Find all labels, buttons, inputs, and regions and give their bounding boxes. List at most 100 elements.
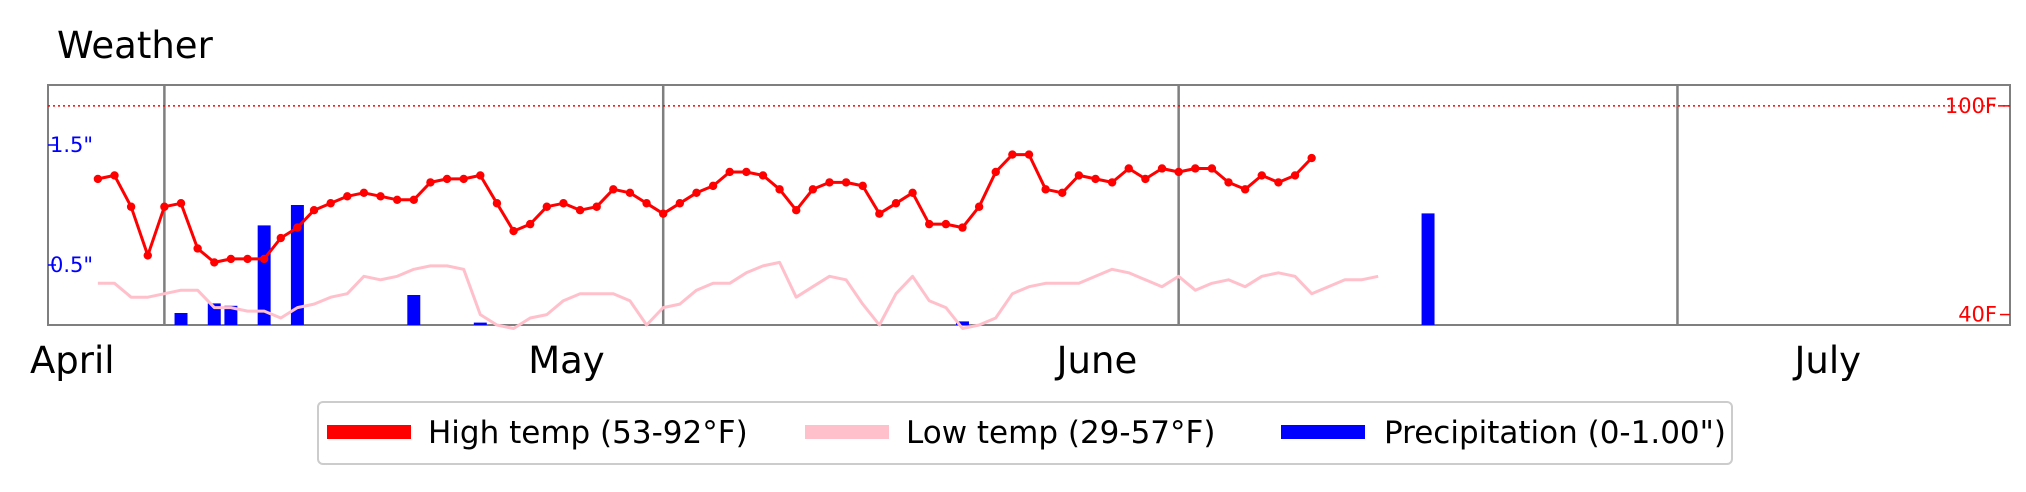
legend-label-low: Low temp (29-57°F) — [906, 415, 1215, 451]
high-temp-point-67 — [1207, 164, 1217, 173]
high-temp-point-58 — [1058, 188, 1067, 198]
high-temp-point-43 — [808, 185, 818, 194]
high-temp-point-28 — [559, 199, 568, 208]
high-temp-point-16 — [359, 188, 369, 198]
high-temp-point-40 — [758, 171, 768, 180]
month-label-july: July — [1792, 339, 1861, 382]
high-temp-point-49 — [908, 188, 917, 198]
precip-bar-5 — [407, 295, 421, 325]
high-temp-point-53 — [974, 202, 984, 211]
high-temp-point-57 — [1041, 185, 1050, 194]
high-temp-point-31 — [609, 185, 618, 194]
high-temp-point-20 — [426, 178, 435, 187]
high-temp-point-70 — [1257, 171, 1266, 180]
high-temp-point-63 — [1141, 174, 1150, 184]
precip-tick-label-1: 0.5" — [50, 253, 93, 277]
high-temp-point-21 — [442, 174, 452, 184]
high-temp-point-26 — [525, 219, 535, 229]
high-temp-point-10 — [259, 254, 269, 264]
high-temp-point-7 — [210, 258, 219, 267]
high-temp-point-34 — [659, 209, 668, 218]
high-temp-point-35 — [675, 199, 685, 208]
high-temp-point-0 — [93, 174, 103, 184]
high-temp-point-50 — [925, 219, 934, 229]
month-label-april: April — [30, 339, 115, 382]
temp-tick-label-0: 100F — [1945, 94, 1997, 118]
high-temp-point-6 — [193, 244, 202, 253]
high-temp-point-52 — [958, 223, 967, 232]
high-temp-point-14 — [326, 199, 335, 208]
high-temp-point-44 — [825, 178, 834, 187]
high-temp-point-59 — [1074, 171, 1084, 180]
precip-bar-2 — [224, 305, 238, 325]
high-temp-point-27 — [542, 202, 552, 211]
high-temp-point-48 — [891, 199, 901, 208]
high-temp-point-12 — [293, 223, 302, 232]
plot-frame — [47, 84, 2011, 326]
high-temp-point-36 — [692, 188, 701, 198]
precipitation-bars — [174, 205, 1435, 325]
high-temp-point-71 — [1274, 178, 1283, 187]
temp-tick-label-1: 40F — [1958, 303, 1997, 327]
low-temp-line — [97, 260, 1379, 330]
high-temp-point-17 — [376, 192, 385, 201]
high-temp-point-9 — [243, 254, 252, 264]
high-temp-point-54 — [991, 167, 1000, 177]
legend-swatch-high — [327, 425, 411, 439]
month-label-may: May — [528, 339, 605, 382]
high-temp-point-32 — [625, 188, 635, 198]
high-temp-point-73 — [1307, 153, 1316, 163]
high-temp-point-62 — [1124, 164, 1133, 173]
high-temp-point-3 — [143, 251, 152, 260]
high-temp-point-11 — [276, 233, 285, 243]
high-temp-point-19 — [409, 195, 418, 204]
precip-tick-label-0: 1.5" — [50, 133, 93, 157]
high-temp-point-64 — [1157, 164, 1167, 173]
chart-title: Weather — [57, 24, 214, 67]
high-temp-point-69 — [1240, 185, 1250, 194]
legend-label-precip: Precipitation (0-1.00") — [1384, 415, 1726, 451]
high-temp-point-55 — [1008, 150, 1017, 159]
high-temp-point-41 — [775, 185, 784, 194]
low-temp-series — [97, 260, 1379, 330]
precip-bar-0 — [174, 313, 188, 325]
legend-box — [317, 401, 1733, 465]
high-temp-point-61 — [1107, 178, 1117, 187]
high-temp-point-45 — [841, 178, 851, 187]
high-temp-point-30 — [592, 202, 601, 211]
precip-bar-6 — [473, 322, 487, 325]
high-temp-point-8 — [226, 254, 236, 264]
precip-bar-7 — [956, 321, 969, 325]
high-temp-point-4 — [160, 202, 169, 211]
high-temp-point-66 — [1191, 164, 1200, 173]
high-temp-point-33 — [642, 199, 651, 208]
high-temp-point-46 — [858, 181, 867, 191]
high-temp-point-51 — [941, 219, 951, 229]
high-temp-point-60 — [1091, 174, 1100, 184]
high-temp-point-65 — [1174, 167, 1183, 177]
legend-swatch-precip — [1281, 425, 1365, 439]
high-temp-point-24 — [492, 199, 502, 208]
high-temp-point-29 — [575, 206, 585, 215]
high-temp-point-47 — [875, 209, 884, 218]
legend-swatch-low — [805, 425, 889, 439]
high-temp-point-38 — [725, 167, 734, 177]
high-temp-point-68 — [1224, 178, 1233, 187]
precip-bar-4 — [290, 205, 304, 325]
axis-ticks: 100F 40F 1.5" 0.5" — [48, 94, 2010, 327]
high-temp-point-2 — [126, 202, 136, 211]
high-temp-point-56 — [1024, 150, 1034, 159]
high-temp-point-15 — [343, 192, 352, 201]
precip-bar-3 — [257, 225, 271, 325]
high-temp-point-5 — [176, 199, 186, 208]
month-label-june: June — [1055, 339, 1138, 382]
high-temp-point-39 — [742, 167, 751, 177]
high-temp-point-1 — [110, 171, 119, 180]
precip-bar-8 — [1421, 213, 1435, 325]
high-temp-point-22 — [459, 174, 468, 184]
high-temp-point-42 — [792, 206, 801, 215]
high-temp-point-18 — [392, 195, 402, 204]
high-temp-point-37 — [708, 181, 718, 191]
high-temp-point-72 — [1290, 171, 1300, 180]
